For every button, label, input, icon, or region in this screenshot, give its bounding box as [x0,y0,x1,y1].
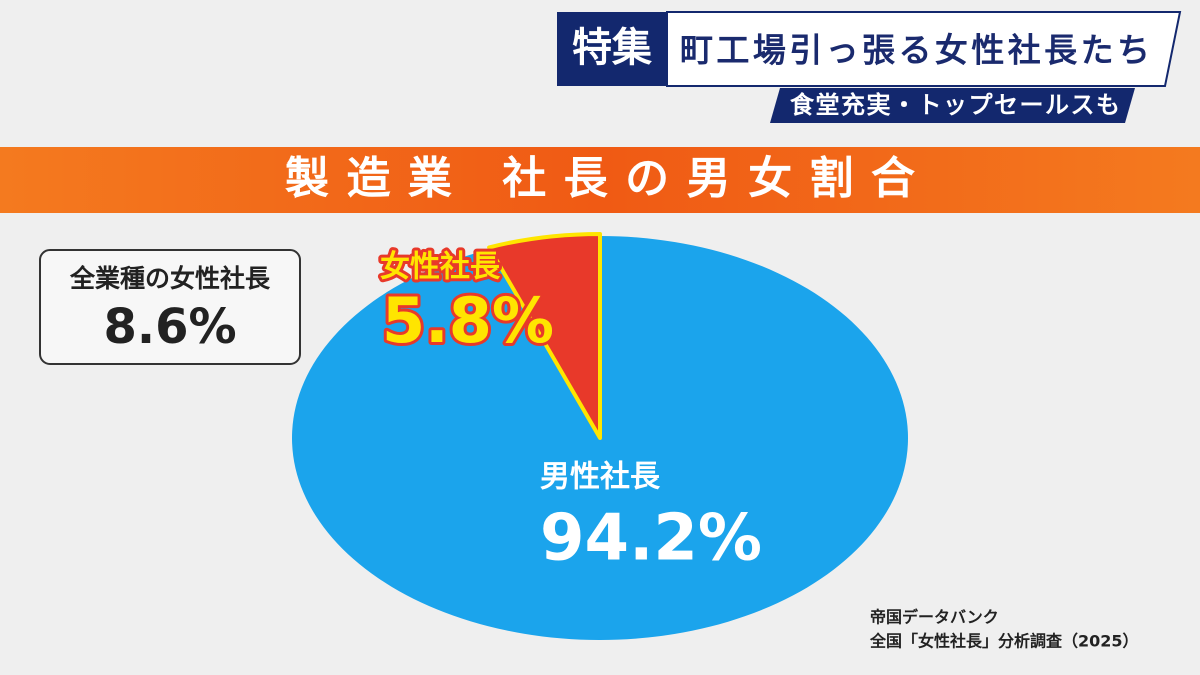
pie-slice [487,231,602,440]
title-band [0,147,1200,213]
source-line: 帝国データバンク [870,608,999,627]
annotation-box [39,249,301,365]
slice-label: 男性社長 [540,460,661,495]
subheadline: 食堂充実・トップセールスも [790,91,1120,119]
value-label: 94.2% [540,502,762,576]
tag-box [557,12,667,86]
headline-box [666,11,1182,87]
source-line: 全国「女性社長」分析調査（2025） [869,632,1139,651]
slice-label: 女性社長 [380,250,501,285]
chart-title: 製造業 社長の男女割合 [285,153,915,204]
annotation-text: 全業種の女性社長 [69,264,271,293]
headline: 町工場引っ張る女性社長たち [680,31,1150,70]
value-label: 5.8% [382,284,554,357]
subheadline-box [770,88,1135,123]
annotation-value: 8.6% [103,299,236,355]
tag: 特集 [572,25,652,71]
